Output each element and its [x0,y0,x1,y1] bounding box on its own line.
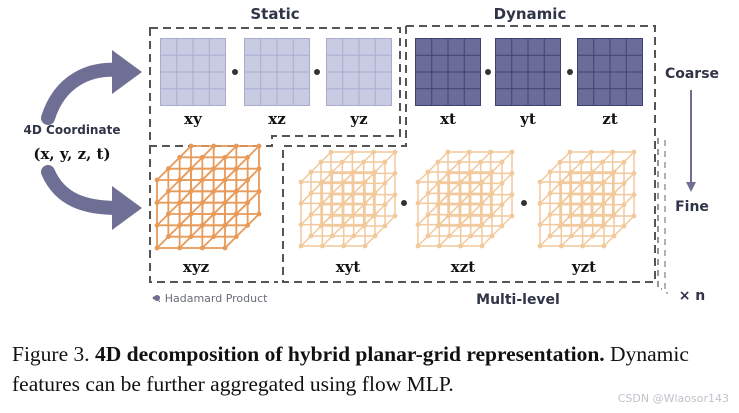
plane-grid-xz [244,38,310,106]
caption-prefix: Figure 3. [12,342,90,366]
volume-grid-xzt [415,149,515,249]
hadamard-dot-icon [485,69,491,75]
figure-caption: Figure 3. 4D decomposition of hybrid pla… [12,339,732,399]
coordinate-title: 4D Coordinate [24,123,121,137]
outer-region [149,146,278,283]
dynamic-title: Dynamic [494,5,567,23]
plane-label-zt: zt [602,110,618,128]
arrow-head-icon [686,182,696,192]
plane-grid-zt [577,38,643,106]
volume-label-xyz: xyz [183,258,210,276]
curved-arrow-icon [41,165,142,230]
static-title: Static [250,5,299,23]
hadamard-dot-icon [232,69,238,75]
volume-label-xyt: xyt [336,258,361,276]
plane-grid-yz [326,38,392,106]
plane-grid-xy [160,38,226,106]
hadamard-dot-icon [314,69,320,75]
volume-label-yzt: yzt [571,258,596,276]
caption-title: 4D decomposition of hybrid planar-grid r… [95,342,605,366]
volume-label-xzt: xzt [451,258,475,276]
multi-level-stack [657,138,662,290]
plane-label-xz: xz [268,110,286,128]
volume-grid-xyt [298,149,398,249]
curved-arrow-icon [41,50,142,125]
plane-label-yz: yz [349,110,368,128]
hadamard-dot-icon [567,69,573,75]
caption-body: Dynamic features can be further aggregat… [12,342,689,396]
dynamic-region-outline [282,25,656,283]
hadamard-dot-icon [154,295,160,301]
plane-grid-yt [495,38,561,106]
plane-label-xy: xy [184,110,203,128]
multi-level-stack-2 [664,140,668,294]
hadamard-legend: •: Hadamard Product [151,292,268,305]
fine-label: Fine [675,199,709,215]
plane-label-xt: xt [440,110,456,128]
coarse-label: Coarse [665,66,719,82]
hadamard-dot-icon [401,200,407,206]
volume-grid-xyz [154,143,262,251]
plane-grid-xt [415,38,481,106]
volume-grids: xyz xyt xzt yzt [154,143,637,276]
multi-level-label: Multi-level [476,292,560,308]
plane-label-yt: yt [519,110,536,128]
watermark: CSDN @Wlaosor143 [617,392,729,405]
hadamard-dot-icon [521,200,527,206]
coordinate-vars: (x, y, z, t) [33,145,110,163]
plane-grids: xy xz yz xt yt zt [160,38,643,128]
volume-grid-yzt [537,149,637,249]
times-n-label: × n [679,288,706,304]
